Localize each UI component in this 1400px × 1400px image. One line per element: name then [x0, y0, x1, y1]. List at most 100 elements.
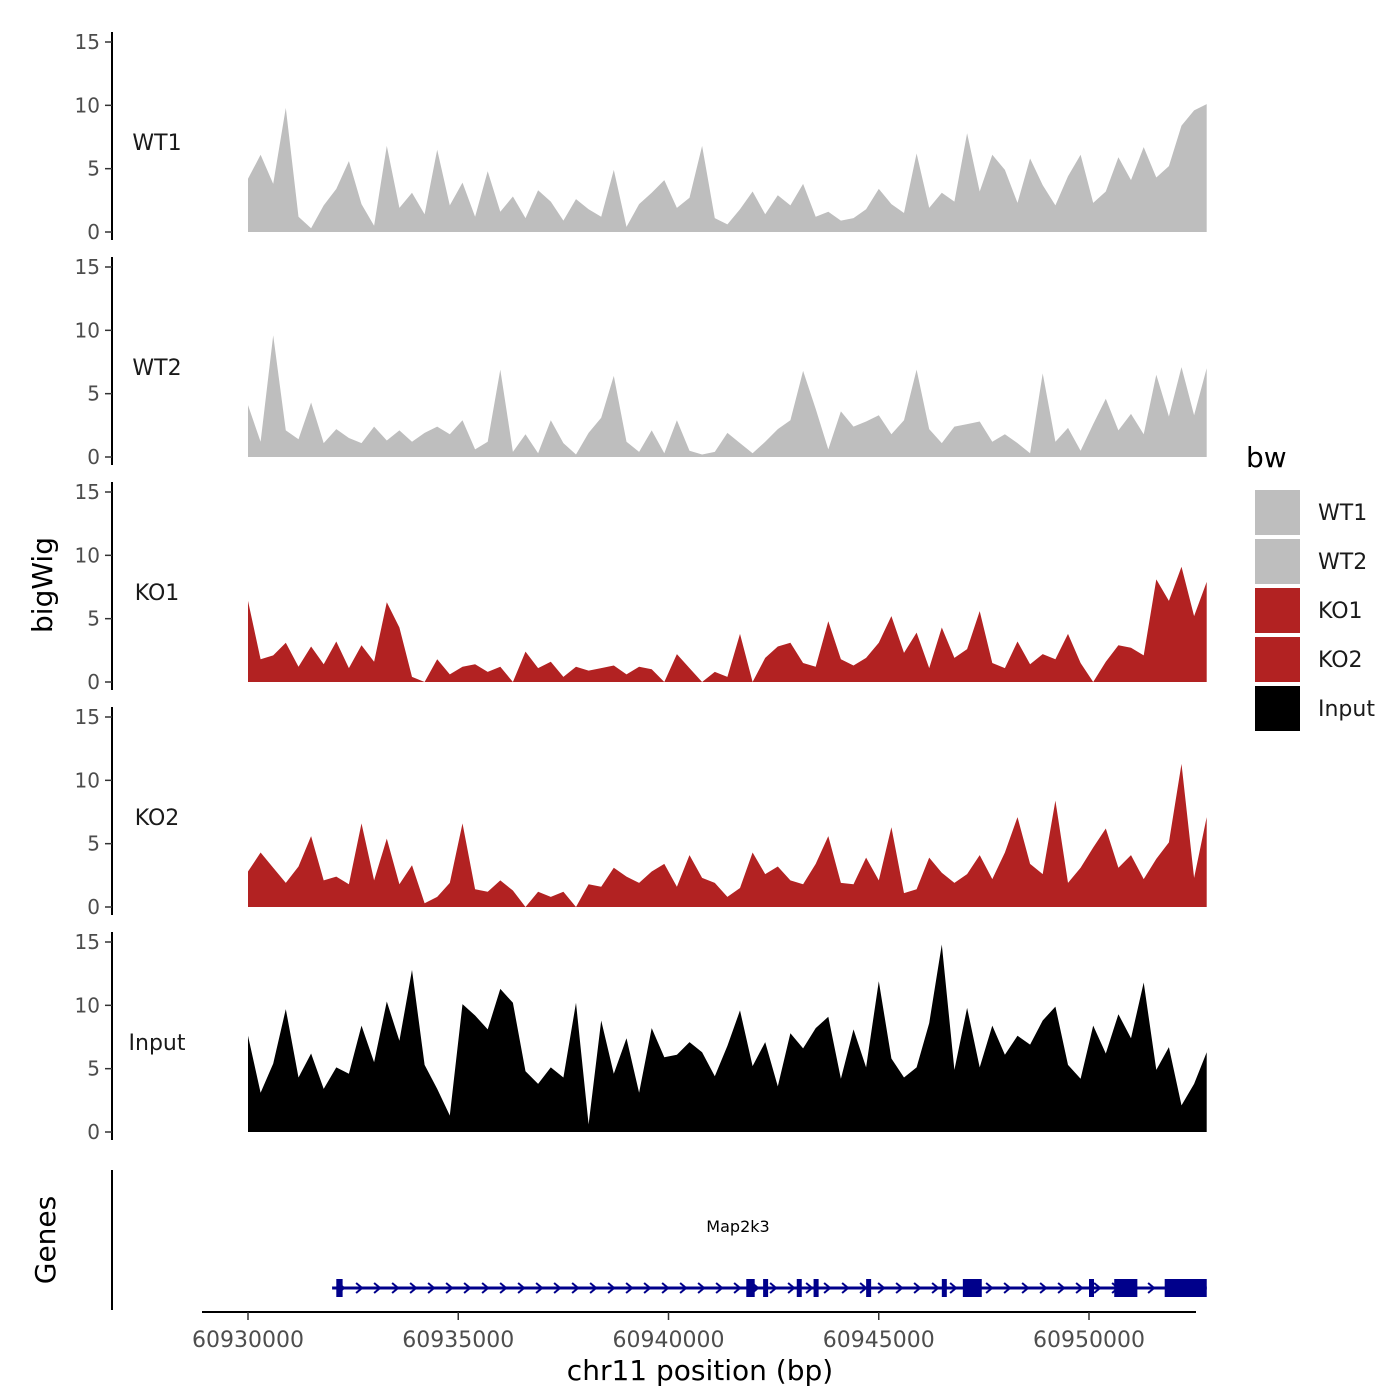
coverage-area-wt2 — [248, 335, 1207, 457]
strand-arrow — [733, 1282, 742, 1294]
track-label-input: Input — [129, 1031, 186, 1056]
strand-arrow — [1075, 1282, 1084, 1294]
legend-label-ko2: KO2 — [1318, 648, 1363, 673]
y-tick-label: 10 — [75, 993, 100, 1017]
strand-arrow — [697, 1282, 706, 1294]
y-tick-label: 5 — [87, 832, 100, 856]
strand-arrow — [517, 1282, 526, 1294]
gene-model — [332, 1279, 1207, 1297]
x-ticks: 60930000 60935000 60940000 60945000 60950000 — [192, 1312, 1145, 1353]
gene-name-label: Map2k3 — [706, 1217, 769, 1236]
gene-exon — [336, 1279, 343, 1297]
strand-arrow — [445, 1282, 454, 1294]
y-tick-label: 5 — [87, 157, 100, 181]
legend-label-input: Input — [1318, 697, 1375, 722]
legend: bw WT1 WT2 KO1 KO2 Input — [1246, 441, 1375, 731]
track-panels: 0 5 10 15 WT1 0 5 10 15 WT2 0 5 10 15 KO1 0 5 10 15 KO2 0 5 10… — [75, 30, 1207, 1144]
y-tick-label: 5 — [87, 1057, 100, 1081]
strand-arrow — [805, 1282, 814, 1294]
strand-arrow — [607, 1282, 616, 1294]
genes-track: Genes Map2k3 — [29, 1170, 1207, 1310]
legend-swatch-ko1 — [1255, 588, 1300, 633]
track-panel-wt2: 0 5 10 15 WT2 — [75, 255, 1207, 469]
coverage-area-wt1 — [248, 104, 1207, 232]
strand-arrow — [1057, 1282, 1066, 1294]
strand-arrow — [931, 1282, 940, 1294]
gene-exon — [1089, 1279, 1094, 1297]
legend-swatch-wt1 — [1255, 490, 1300, 535]
strand-arrow — [643, 1282, 652, 1294]
strand-arrow — [877, 1282, 886, 1294]
y-tick-label: 15 — [75, 705, 100, 729]
gene-exon — [1114, 1279, 1138, 1297]
legend-label-wt1: WT1 — [1318, 501, 1367, 526]
y-tick-label: 10 — [75, 318, 100, 342]
gene-exon — [866, 1279, 872, 1297]
strand-arrow — [1147, 1282, 1156, 1294]
y-tick-label: 15 — [75, 930, 100, 954]
y-tick-label: 0 — [87, 895, 100, 919]
coverage-area-ko2 — [248, 763, 1207, 907]
legend-title: bw — [1246, 441, 1287, 474]
strand-arrow — [715, 1282, 724, 1294]
strand-arrow — [355, 1282, 364, 1294]
coverage-area-ko1 — [248, 566, 1207, 682]
strand-arrow — [823, 1282, 832, 1294]
y-tick-label: 15 — [75, 480, 100, 504]
y-tick-label: 10 — [75, 768, 100, 792]
strand-arrow — [625, 1282, 634, 1294]
strand-arrow — [985, 1282, 994, 1294]
track-panel-wt1: 0 5 10 15 WT1 — [75, 30, 1207, 244]
y-tick-label: 0 — [87, 445, 100, 469]
gene-exon — [746, 1279, 755, 1297]
track-panel-input: 0 5 10 15 Input — [75, 930, 1207, 1144]
strand-arrow — [787, 1282, 796, 1294]
strand-arrow — [535, 1282, 544, 1294]
strand-arrow — [859, 1282, 868, 1294]
strand-arrow — [571, 1282, 580, 1294]
legend-swatch-input — [1255, 686, 1300, 731]
strand-arrow — [373, 1282, 382, 1294]
strand-arrow — [913, 1282, 922, 1294]
x-tick-label: 60950000 — [1033, 1328, 1145, 1353]
legend-items: WT1 WT2 KO1 KO2 Input — [1255, 490, 1375, 731]
strand-arrow — [463, 1282, 472, 1294]
strand-arrow — [769, 1282, 778, 1294]
strand-arrow — [589, 1282, 598, 1294]
legend-swatch-wt2 — [1255, 539, 1300, 584]
y-tick-label: 5 — [87, 382, 100, 406]
gene-exon — [763, 1279, 769, 1297]
gene-exon — [941, 1279, 947, 1297]
x-tick-label: 60930000 — [192, 1328, 304, 1353]
gene-exon — [1164, 1279, 1207, 1297]
strand-arrow — [1093, 1282, 1102, 1294]
track-label-wt1: WT1 — [132, 131, 181, 156]
strand-arrow — [895, 1282, 904, 1294]
legend-label-wt2: WT2 — [1318, 550, 1367, 575]
y-tick-label: 0 — [87, 1120, 100, 1144]
strand-arrow — [679, 1282, 688, 1294]
strand-arrow — [481, 1282, 490, 1294]
track-label-ko1: KO1 — [135, 581, 180, 606]
y-tick-label: 10 — [75, 93, 100, 117]
track-panel-ko1: 0 5 10 15 KO1 — [75, 480, 1207, 694]
x-axis-title: chr11 position (bp) — [567, 1354, 833, 1387]
y-tick-label: 0 — [87, 670, 100, 694]
y-axis-title: bigWig — [26, 537, 59, 633]
track-panel-ko2: 0 5 10 15 KO2 — [75, 705, 1207, 919]
strand-arrow — [1021, 1282, 1030, 1294]
genes-track-label: Genes — [29, 1196, 62, 1284]
gene-exon — [796, 1279, 802, 1297]
strand-arrow — [1003, 1282, 1012, 1294]
strand-arrow — [499, 1282, 508, 1294]
strand-arrow — [409, 1282, 418, 1294]
x-tick-label: 60935000 — [402, 1328, 514, 1353]
strand-arrow — [949, 1282, 958, 1294]
strand-arrow — [661, 1282, 670, 1294]
track-label-wt2: WT2 — [132, 356, 181, 381]
y-tick-label: 5 — [87, 607, 100, 631]
legend-label-ko1: KO1 — [1318, 599, 1363, 624]
y-tick-label: 10 — [75, 543, 100, 567]
strand-arrow — [841, 1282, 850, 1294]
